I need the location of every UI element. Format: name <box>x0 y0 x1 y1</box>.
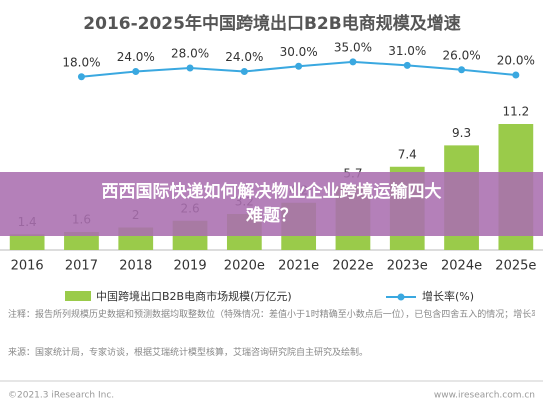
x-tick-label: 2023e <box>387 259 428 274</box>
x-tick-label: 2025e <box>495 259 536 274</box>
value-label: 35.0% <box>334 40 372 54</box>
x-tick-label: 2022e <box>332 259 373 274</box>
value-label: 11.2 <box>502 105 529 119</box>
legend-label: 中国跨境出口B2B电商市场规模(万亿元) <box>96 289 292 303</box>
point <box>512 71 520 79</box>
note: 注释：报告所列规模历史数据和预测数据均取整数位（特殊情况：差值小于1时精确至小数… <box>8 310 535 320</box>
value-label: 24.0% <box>117 50 155 64</box>
value-label: 28.0% <box>171 47 209 61</box>
point <box>186 64 194 72</box>
banner-title: 西西国际快递如何解决物业企业跨境运输四大难题？ <box>101 182 442 226</box>
point <box>349 58 357 66</box>
source: 来源：国家统计局，专家访谈，根据艾瑞统计模型核算，艾瑞咨询研究院自主研究及绘制。 <box>8 348 369 358</box>
x-tick-label: 2021e <box>278 259 319 274</box>
point <box>132 68 140 75</box>
value-label: 31.0% <box>388 44 426 58</box>
point <box>403 61 411 69</box>
x-tick-label: 2018 <box>119 259 152 274</box>
x-tick-label: 2016 <box>11 259 44 274</box>
point <box>240 68 248 75</box>
copyright: ©2021.3 iResearch Inc. <box>8 391 114 401</box>
value-label: 18.0% <box>62 55 100 69</box>
chart-title: 2016-2025年中国跨境出口B2B电商规模及增速 <box>83 13 460 34</box>
value-label: 9.3 <box>452 126 471 140</box>
x-tick-label: 2017 <box>65 259 98 274</box>
value-label: 26.0% <box>442 48 480 62</box>
x-tick-label: 2019 <box>174 259 207 274</box>
website: www.iresearch.com.cn <box>434 391 535 401</box>
banner: 西西国际快递如何解决物业企业跨境运输四大难题？ <box>0 172 543 236</box>
value-label: 24.0% <box>225 50 263 64</box>
x-tick-label: 2020e <box>224 259 265 274</box>
bar <box>64 232 99 250</box>
point <box>458 66 466 74</box>
bar <box>9 234 45 250</box>
point <box>295 62 303 70</box>
value-label: 30.0% <box>280 45 318 59</box>
point <box>77 73 85 81</box>
legend-dot <box>397 293 405 301</box>
value-label: 7.4 <box>398 147 417 161</box>
legend-swatch <box>65 291 91 301</box>
x-tick-label: 2024e <box>441 259 482 274</box>
legend-label: 增长率(%) <box>422 289 474 303</box>
value-label: 20.0% <box>497 54 535 68</box>
